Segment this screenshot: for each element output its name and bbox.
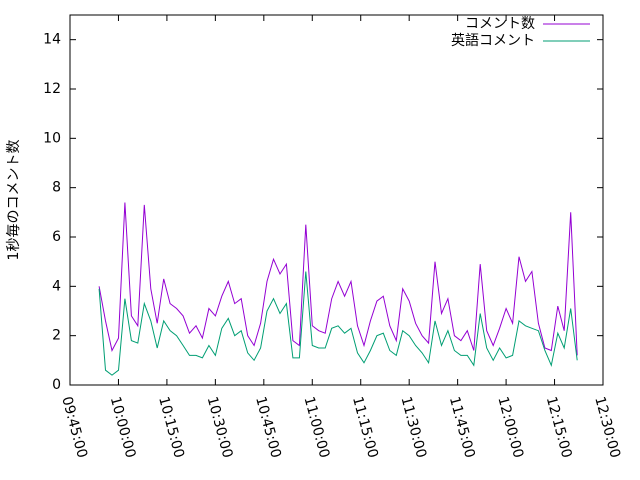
x-tick-label: 12:15:00 (543, 395, 575, 460)
x-tick-label: 10:15:00 (155, 395, 187, 460)
x-tick-label: 12:00:00 (494, 395, 526, 460)
x-tick-label: 11:45:00 (446, 395, 478, 460)
x-tick-label: 09:45:00 (58, 395, 90, 460)
y-tick-label: 6 (52, 229, 61, 245)
x-tick-label: 10:00:00 (107, 395, 139, 460)
legend-label: 英語コメント (451, 32, 535, 49)
y-tick-label: 4 (52, 278, 61, 294)
series-line (98, 202, 578, 356)
x-tick-label: 12:30:00 (591, 395, 623, 460)
plot-border (69, 14, 604, 386)
x-tick-label: 11:30:00 (397, 395, 429, 460)
y-axis-label: 1秒毎のコメント数 (6, 140, 22, 261)
y-tick-label: 8 (52, 180, 61, 196)
x-tick-label: 11:15:00 (349, 395, 381, 460)
y-tick-label: 10 (43, 130, 61, 146)
series-line (98, 271, 578, 376)
x-tick-label: 11:00:00 (301, 395, 333, 460)
x-tick-label: 10:30:00 (204, 395, 236, 460)
y-tick-label: 14 (43, 32, 61, 48)
y-tick-label: 0 (52, 377, 61, 393)
legend-label: コメント数 (465, 16, 535, 32)
y-tick-label: 2 (52, 328, 61, 344)
x-tick-label: 10:45:00 (252, 395, 284, 460)
y-tick-label: 12 (43, 81, 61, 97)
